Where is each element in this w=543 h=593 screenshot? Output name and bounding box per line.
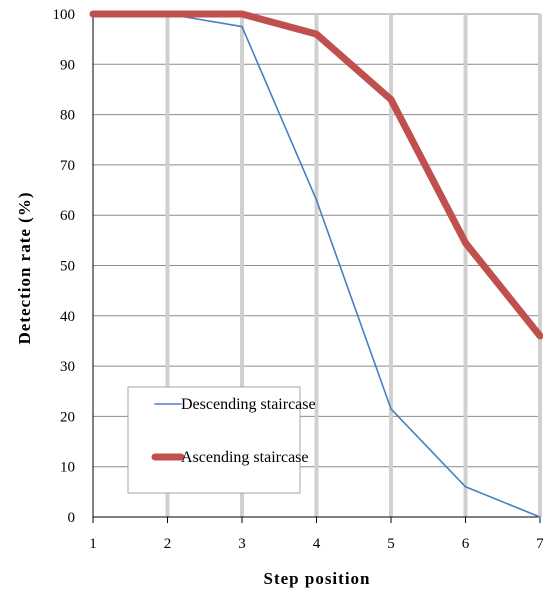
legend-label-descending: Descending staircase: [181, 396, 316, 413]
y-tick-label: 10: [60, 460, 75, 476]
y-tick-label: 50: [60, 259, 75, 275]
y-tick-label: 80: [60, 108, 75, 124]
y-tick-label: 40: [60, 309, 75, 325]
x-tick-label: 3: [238, 536, 246, 552]
axes: [92, 14, 541, 523]
x-tick-label: 7: [536, 536, 543, 552]
x-tick-label: 5: [387, 536, 395, 552]
y-tick-label: 90: [60, 57, 75, 73]
y-tick-label: 100: [53, 7, 76, 23]
y-tick-label: 60: [60, 208, 75, 224]
x-axis-title: Step position: [264, 569, 371, 588]
x-tick-label: 2: [164, 536, 172, 552]
series-line-ascending: [89, 10, 543, 340]
y-tick-label: 70: [60, 158, 75, 174]
y-tick-label: 20: [60, 409, 75, 425]
y-axis-title: Detection rate (%): [15, 192, 34, 345]
legend: Descending staircase Ascending staircase: [127, 386, 316, 494]
y-tick-label: 0: [68, 510, 76, 526]
tick-labels: 0 10 20 30 40 50 60 70 80 90 100 1 2 3 4 5 6 7: [53, 7, 543, 552]
legend-label-ascending: Ascending staircase: [181, 449, 309, 466]
x-tick-label: 6: [462, 536, 470, 552]
series-lines: [89, 10, 543, 518]
x-tick-label: 4: [313, 536, 321, 552]
x-tick-label: 1: [89, 536, 97, 552]
y-tick-label: 30: [60, 359, 75, 375]
